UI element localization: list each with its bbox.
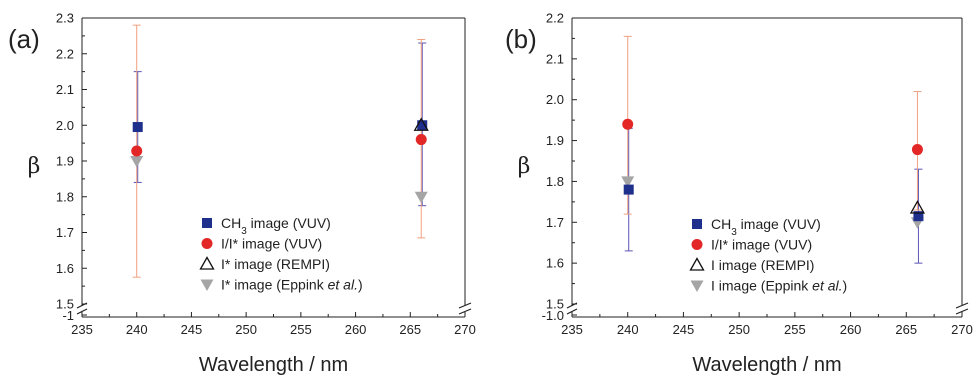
y-break-label: -1.0 [542,308,564,323]
legend-text-part: ) [843,278,848,294]
y-tick-label: 1.9 [56,154,74,169]
axis-break-mark [458,302,472,309]
y-tick-label: 1.7 [56,225,74,240]
legend-entry: I image (REMPI) [711,257,814,273]
x-tick-label: 265 [399,322,421,337]
axis-break-mark [955,308,969,315]
y-tick-label: 2.2 [56,46,74,61]
legend-marker [202,218,212,228]
y-tick-label: 1.5 [546,297,564,312]
data-point [911,144,923,156]
legend-text-part: I image (Eppink [711,278,812,294]
legend-marker [692,219,702,229]
axis-break-mark [566,308,578,315]
legend-entry: I/I* image (VUV) [221,236,322,252]
legend-entry: I* image (REMPI) [221,256,330,272]
y-tick-label: 2.1 [56,82,74,97]
data-point [623,184,634,195]
x-tick-label: 265 [895,322,917,337]
data-point [621,176,635,188]
x-tick-label: 235 [71,322,93,337]
legend-text-part: image (VUV) [247,215,331,231]
y-break-label: -1 [62,308,74,323]
legend-text-part: I* image (Eppink [221,277,328,293]
x-tick-label: 245 [181,322,203,337]
legend-entry: I image (Eppink et al.) [711,278,847,294]
legend-marker [690,280,704,292]
legend-text-part: CH [711,216,731,232]
legend-entry: I* image (Eppink et al.) [221,277,363,293]
axis-break-gap [459,306,471,312]
legend-marker [691,239,703,250]
y-tick-label: 2.1 [546,51,564,66]
data-point [417,120,428,131]
data-point [913,211,924,222]
y-axis-title: β [28,154,41,179]
data-point [414,191,428,204]
legend-text-part: image (VUV) [737,216,821,232]
y-tick-label: 2.0 [56,118,74,133]
legend-entry: CH3 image (VUV) [711,216,821,238]
legend-text-part: 3 [241,226,247,237]
panel-label: (b) [505,24,537,54]
legend-text-part: I image (REMPI) [711,257,814,273]
axis-break-mark [458,308,472,315]
legend-text-part: ) [358,277,363,293]
legend-text-part: et al. [812,278,842,294]
data-point [415,134,427,146]
data-point [909,200,926,214]
y-tick-label: 2.3 [56,11,74,26]
legend-entry: I/I* image (VUV) [711,237,812,253]
y-tick-label: 2.2 [546,11,564,26]
x-tick-label: 260 [345,322,367,337]
y-tick-label: 1.6 [56,261,74,276]
x-tick-label: 250 [728,322,750,337]
x-axis-title: Wavelength / nm [692,354,841,376]
legend-marker [200,279,214,291]
y-tick-label: 1.7 [546,215,564,230]
y-tick-label: 1.5 [56,297,74,312]
x-tick-label: 255 [290,322,312,337]
legend-entry: CH3 image (VUV) [221,215,331,237]
x-tick-label: 235 [561,322,583,337]
x-tick-label: 270 [951,322,973,337]
y-tick-label: 1.6 [546,256,564,271]
data-point [131,145,143,157]
x-axis-title: Wavelength / nm [199,354,348,376]
x-tick-label: 270 [454,322,476,337]
y-tick-label: 1.9 [546,133,564,148]
data-point [132,122,143,133]
x-tick-label: 240 [126,322,148,337]
legend-text-part: I* image (REMPI) [221,256,330,272]
axis-break-mark [76,308,88,315]
data-point [622,118,634,130]
y-tick-label: 2.0 [546,92,564,107]
data-point [413,117,429,131]
x-tick-label: 245 [673,322,695,337]
y-axis-title: β [518,154,531,179]
legend-text-part: et al. [328,277,358,293]
y-tick-label: 1.8 [56,189,74,204]
axis-break-gap [956,306,968,312]
x-tick-label: 255 [784,322,806,337]
legend-marker [201,238,213,249]
axis-break-mark [955,302,969,309]
x-tick-label: 250 [235,322,257,337]
legend-marker [689,257,705,271]
legend-text-part: 3 [731,227,737,238]
legend-text-part: I/I* image (VUV) [221,236,322,252]
data-point [130,156,144,168]
x-tick-label: 240 [617,322,639,337]
legend-text-part: CH [221,215,241,231]
panel-label: (a) [8,24,40,54]
x-tick-label: 260 [840,322,862,337]
y-tick-label: 1.8 [546,174,564,189]
legend-marker [199,256,215,270]
legend-text-part: I/I* image (VUV) [711,237,812,253]
